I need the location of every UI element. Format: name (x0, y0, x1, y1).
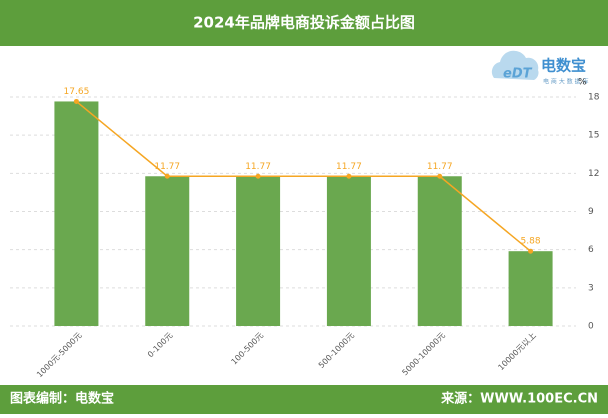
data-label: 11.77 (245, 162, 271, 172)
footer-left: 图表编制：电数宝 (10, 391, 114, 407)
line-point (528, 248, 534, 254)
x-tick-label: 0-100元 (146, 331, 174, 359)
data-label: 11.77 (427, 162, 453, 172)
line-point (346, 173, 352, 179)
bar (326, 176, 371, 326)
data-label: 11.77 (336, 162, 362, 172)
bar (236, 176, 281, 326)
bar (145, 176, 190, 326)
x-tick-label: 500-1000元 (317, 331, 356, 370)
x-tick-label: 100-500元 (230, 331, 266, 367)
y-tick-label: 9 (588, 207, 594, 217)
line-point (164, 173, 170, 179)
logo-name: 电数宝 (541, 57, 586, 75)
logo-mark: eDT (503, 67, 533, 82)
line (75, 100, 532, 252)
x-tick-label: 1000元-5000元 (35, 331, 84, 380)
logo-tagline: 电 商 大 数 据 库 (543, 78, 589, 86)
line-point (437, 173, 443, 179)
data-label: 17.65 (64, 87, 90, 97)
header-band (0, 0, 608, 46)
y-tick-label: 6 (588, 245, 594, 255)
chart-title: 2024年品牌电商投诉金额占比图 (193, 14, 415, 32)
y-tick-label: 15 (588, 131, 599, 141)
logo: eDT 电数宝 电 商 大 数 据 库 (491, 50, 589, 86)
y-axis-label: % (578, 78, 587, 88)
bar (54, 101, 99, 326)
y-tick-label: 12 (588, 169, 599, 179)
bar (417, 176, 462, 326)
data-label: 11.77 (154, 162, 180, 172)
y-tick-label: 18 (588, 93, 600, 103)
y-tick-label: 3 (588, 283, 594, 293)
x-tick-label: 10000元以上 (496, 331, 537, 372)
line-point (73, 98, 79, 104)
x-tick-label: 5000-10000元 (400, 331, 446, 377)
bar (508, 251, 553, 326)
footer-band (0, 385, 608, 414)
data-label: 5.88 (521, 237, 541, 247)
logo-cloud (491, 50, 539, 80)
line-point (255, 173, 261, 179)
y-tick-label: 0 (588, 322, 594, 332)
footer-right: 来源：WWW.100EC.CN (440, 391, 598, 407)
